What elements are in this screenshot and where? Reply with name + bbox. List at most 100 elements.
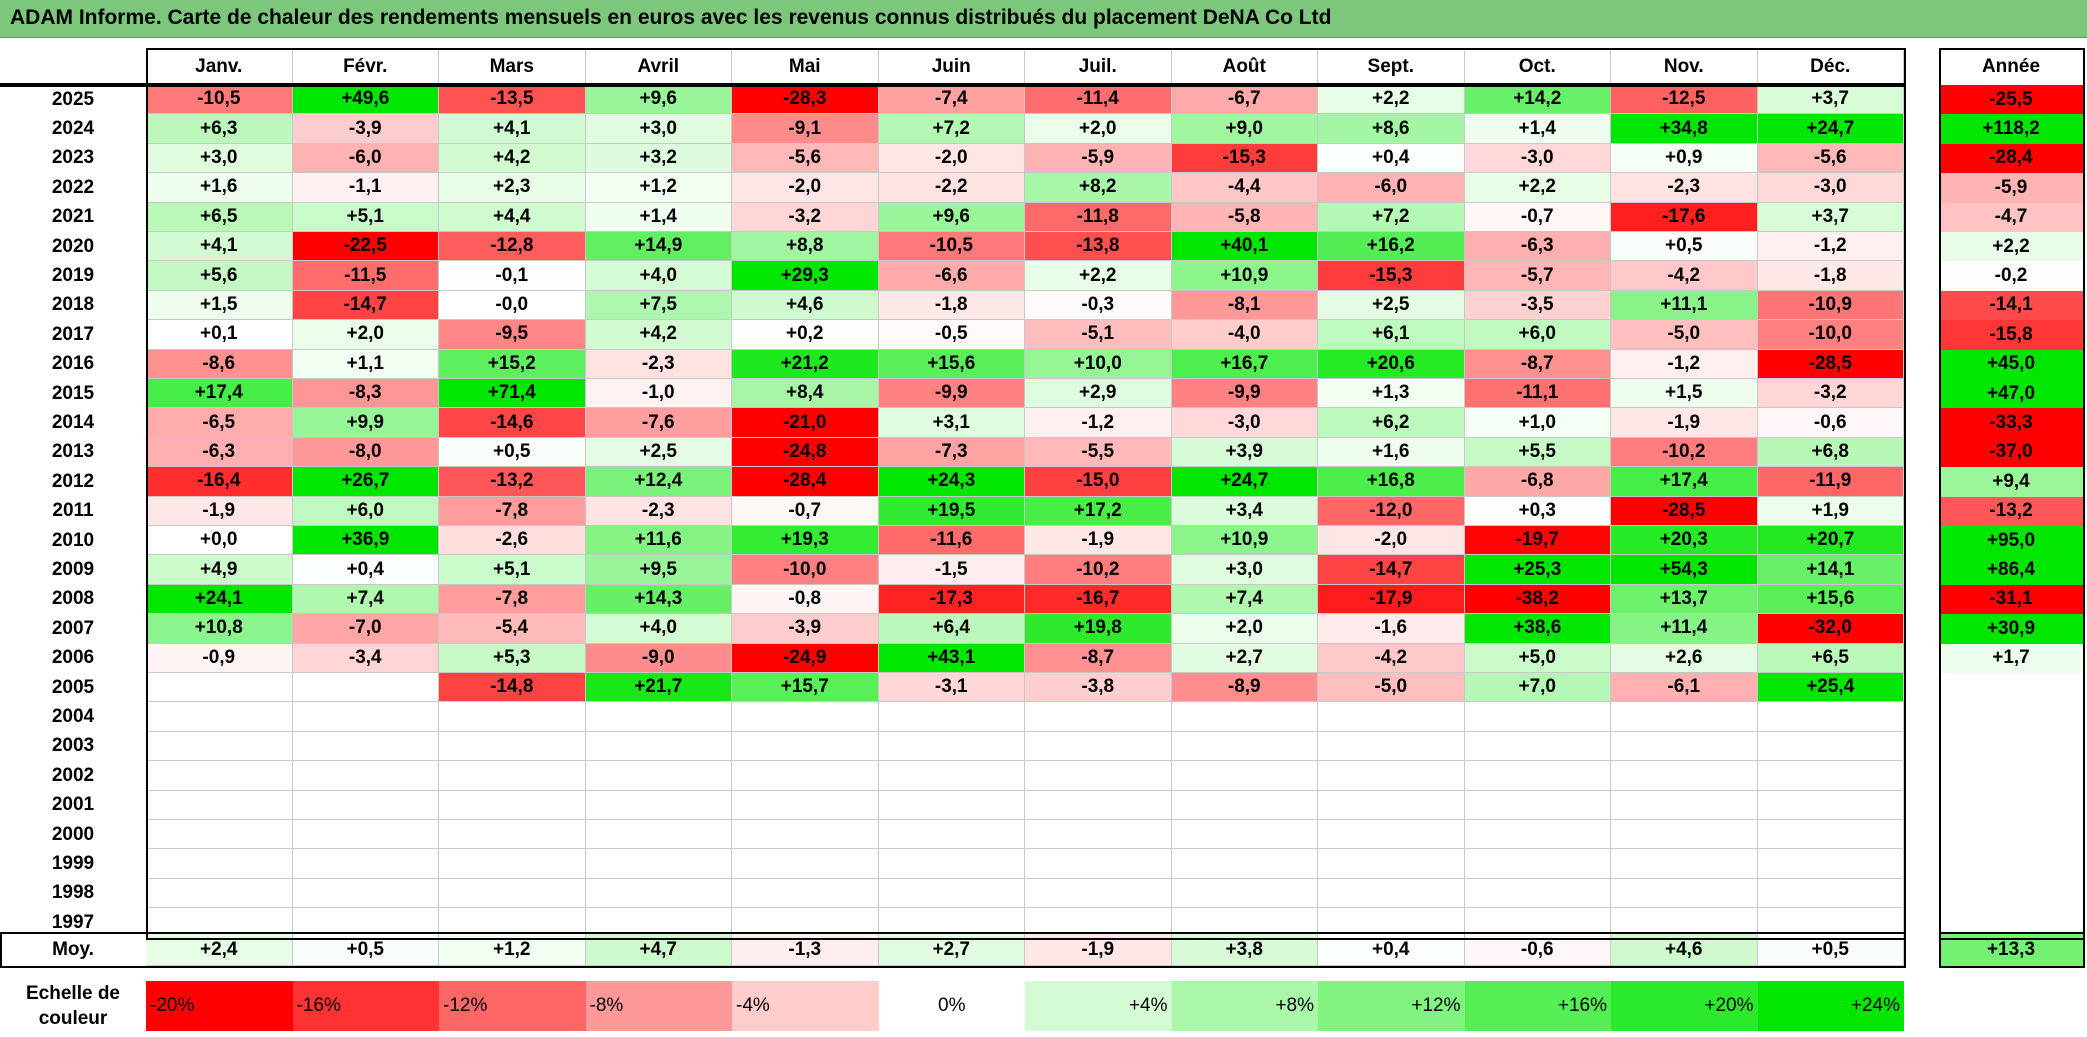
heatmap-cell: +9,9 — [292, 408, 439, 438]
month-header: Avril — [585, 50, 732, 84]
heatmap-cell: -13,8 — [1025, 232, 1172, 262]
average-cell: +2,4 — [146, 934, 293, 966]
year-label: 2016 — [51, 353, 95, 375]
heatmap-cell: +8,6 — [1318, 114, 1465, 144]
heatmap-cell: +14,3 — [585, 584, 732, 615]
average-annual-cell: +13,3 — [1939, 934, 2083, 966]
annual-cell: +2,2 — [1939, 232, 2083, 262]
heatmap-cell — [1025, 790, 1172, 820]
heatmap-cell: -16,4 — [146, 467, 293, 497]
year-label: 2009 — [51, 559, 95, 581]
heatmap-cell — [1757, 702, 1904, 732]
heatmap-cell: -7,0 — [292, 614, 439, 644]
year-label: 2024 — [51, 118, 95, 140]
heatmap-cell: -2,2 — [878, 173, 1025, 203]
heatmap-cell: -5,0 — [1318, 673, 1465, 703]
heatmap-cell: -9,5 — [439, 320, 586, 350]
heatmap-cell: +2,2 — [1025, 261, 1172, 291]
year-label: 2005 — [51, 676, 95, 698]
year-label: 2022 — [51, 176, 95, 198]
heatmap-cell: -0,0 — [439, 290, 586, 321]
scale-swatch: -4% — [732, 981, 879, 1031]
scale-swatch: -16% — [292, 981, 439, 1031]
heatmap-cell: +2,5 — [585, 437, 732, 468]
average-cell: +3,8 — [1171, 934, 1318, 966]
heatmap-cell: -14,7 — [292, 290, 439, 321]
heatmap-cell: +0,4 — [1318, 143, 1465, 174]
heatmap-cell — [878, 731, 1025, 762]
heatmap-cell: -1,2 — [1025, 408, 1172, 438]
heatmap-cell: +17,2 — [1025, 496, 1172, 526]
year-label: 2013 — [51, 441, 95, 463]
heatmap-cell: -6,7 — [1171, 85, 1318, 115]
heatmap-cell: -28,4 — [732, 467, 879, 497]
heatmap-cell — [732, 878, 879, 909]
year-label: 2004 — [51, 706, 95, 728]
heatmap-cell: +4,1 — [439, 114, 586, 144]
annual-cell — [1939, 878, 2083, 909]
heatmap-cell: -10,0 — [1757, 320, 1904, 350]
heatmap-cell — [1464, 820, 1611, 850]
heatmap-cell: -6,0 — [1318, 173, 1465, 203]
scale-swatch: -20% — [146, 981, 293, 1031]
year-label: 2012 — [51, 470, 95, 492]
heatmap-cell: +5,1 — [292, 202, 439, 232]
heatmap-cell — [732, 702, 879, 732]
heatmap-cell: -12,5 — [1611, 85, 1758, 115]
heatmap-cell: +8,2 — [1025, 173, 1172, 203]
heatmap-cell: -0,7 — [732, 496, 879, 526]
heatmap-cell: -8,7 — [1464, 349, 1611, 379]
heatmap-cell: +9,0 — [1171, 114, 1318, 144]
heatmap-cell: -14,6 — [439, 408, 586, 438]
heatmap-cell: +2,5 — [1318, 290, 1465, 321]
heatmap-cell: -0,5 — [878, 320, 1025, 350]
annual-cell: -37,0 — [1939, 437, 2083, 468]
heatmap-cell: +6,0 — [1464, 320, 1611, 350]
year-label: 1997 — [51, 911, 95, 933]
heatmap-cell: -12,0 — [1318, 496, 1465, 526]
heatmap-cell — [292, 761, 439, 791]
heatmap-cell: -3,8 — [1025, 673, 1172, 703]
heatmap-cell: -10,5 — [146, 85, 293, 115]
heatmap-cell: +24,7 — [1757, 114, 1904, 144]
heatmap-cell: -9,9 — [878, 379, 1025, 409]
heatmap-cell — [439, 849, 586, 879]
heatmap-cell — [585, 878, 732, 909]
heatmap-cell — [1025, 878, 1172, 909]
heatmap-cell: -5,4 — [439, 614, 586, 644]
heatmap-cell — [146, 761, 293, 791]
heatmap-cell: +7,4 — [292, 584, 439, 615]
scale-swatch: -12% — [439, 981, 586, 1031]
heatmap-cell: -38,2 — [1464, 584, 1611, 615]
heatmap-cell: -1,9 — [1025, 526, 1172, 556]
scale-swatch: -8% — [585, 981, 732, 1031]
heatmap-cell: +2,2 — [1464, 173, 1611, 203]
heatmap-cell — [1611, 849, 1758, 879]
heatmap-cell: -3,0 — [1464, 143, 1611, 174]
heatmap-cell — [439, 761, 586, 791]
heatmap-cell: -0,6 — [1757, 408, 1904, 438]
heatmap-cell: -11,8 — [1025, 202, 1172, 232]
heatmap-cell — [1318, 790, 1465, 820]
heatmap-cell: +10,8 — [146, 614, 293, 644]
annual-cell: -15,8 — [1939, 320, 2083, 350]
heatmap-cell — [732, 761, 879, 791]
heatmap-cell: -5,1 — [1025, 320, 1172, 350]
heatmap-cell: +43,1 — [878, 643, 1025, 673]
heatmap-cell — [1611, 731, 1758, 762]
heatmap-cell: +17,4 — [1611, 467, 1758, 497]
heatmap-cell: +10,0 — [1025, 349, 1172, 379]
heatmap-cell — [1025, 702, 1172, 732]
heatmap-cell — [585, 761, 732, 791]
heatmap-cell: +16,2 — [1318, 232, 1465, 262]
month-header: Juil. — [1025, 50, 1172, 84]
heatmap-cell — [292, 673, 439, 703]
heatmap-cell: +5,5 — [1464, 437, 1611, 468]
annual-cell: +45,0 — [1939, 349, 2083, 379]
heatmap-cell: +2,9 — [1025, 379, 1172, 409]
heatmap-cell: +0,5 — [439, 437, 586, 468]
heatmap-cell: -9,0 — [585, 643, 732, 673]
annual-cell — [1939, 790, 2083, 820]
heatmap-cell: +1,5 — [146, 290, 293, 321]
heatmap-cell: -22,5 — [292, 232, 439, 262]
